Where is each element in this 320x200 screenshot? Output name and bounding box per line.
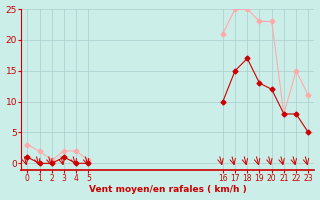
X-axis label: Vent moyen/en rafales ( km/h ): Vent moyen/en rafales ( km/h ): [89, 185, 247, 194]
